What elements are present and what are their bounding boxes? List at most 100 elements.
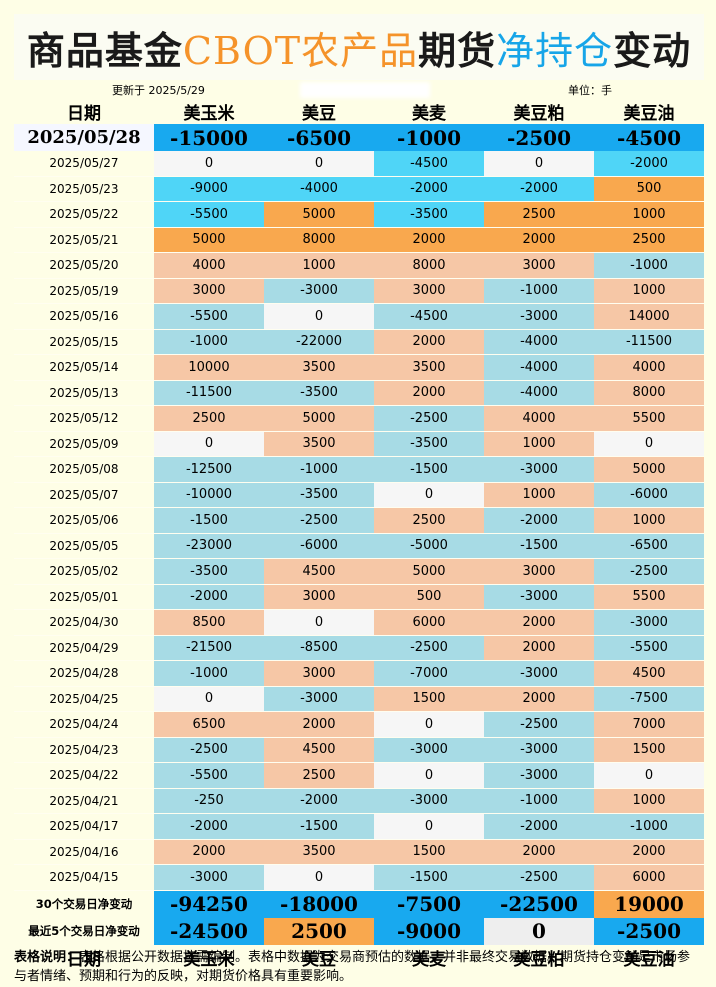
table-row: 2025/04/22 -5500 2500 0 -3000 0 bbox=[14, 762, 704, 789]
row-value: 10000 bbox=[154, 354, 264, 381]
row-value: -1500 bbox=[264, 813, 374, 840]
table-row: 2025/05/15 -1000 -22000 2000 -4000 -11500 bbox=[14, 329, 704, 355]
row-date: 2025/04/24 bbox=[14, 711, 154, 738]
row-value: -3000 bbox=[594, 609, 704, 636]
row-value: 500 bbox=[594, 176, 704, 202]
row-value: -2000 bbox=[484, 813, 594, 840]
row-value: 14000 bbox=[594, 303, 704, 330]
row-value: -4000 bbox=[264, 176, 374, 202]
row-value: 8000 bbox=[264, 227, 374, 253]
row-value: -2000 bbox=[374, 176, 484, 202]
row-value: 2500 bbox=[594, 227, 704, 253]
row-date: 2025/05/13 bbox=[14, 380, 154, 406]
table-row: 2025/05/14 10000 3500 3500 -4000 4000 bbox=[14, 354, 704, 381]
row-date: 2025/04/30 bbox=[14, 609, 154, 636]
row-value: 0 bbox=[154, 686, 264, 712]
table-row: 2025/05/19 3000 -3000 3000 -1000 1000 bbox=[14, 278, 704, 304]
row-value: 0 bbox=[264, 864, 374, 891]
row-value: 4500 bbox=[264, 737, 374, 763]
row-value: 1000 bbox=[264, 252, 374, 279]
row-value: 500 bbox=[374, 584, 484, 610]
row-value: 1000 bbox=[594, 788, 704, 814]
row-value: -6000 bbox=[594, 482, 704, 508]
row-value: 2000 bbox=[594, 839, 704, 865]
summary-value: -7500 bbox=[374, 890, 484, 918]
row-date: 2025/05/08 bbox=[14, 456, 154, 483]
row-value: -1500 bbox=[484, 533, 594, 559]
row-value: -9000 bbox=[154, 176, 264, 202]
note-text: 表格根据公开数据按需编制。表格中数据为交易商预估的数据，并非最终交易数据。期货持… bbox=[14, 950, 691, 984]
row-value: 0 bbox=[374, 711, 484, 738]
row-value: -5500 bbox=[154, 303, 264, 330]
row-value: -3000 bbox=[374, 737, 484, 763]
row-value: 2000 bbox=[374, 380, 484, 406]
summary-value: 0 bbox=[484, 917, 594, 945]
row-value: -2500 bbox=[264, 507, 374, 534]
row-date: 2025/04/22 bbox=[14, 762, 154, 789]
row-value: 1000 bbox=[594, 507, 704, 534]
footer-header-date: 日期 bbox=[67, 949, 101, 970]
row-value: -3500 bbox=[374, 431, 484, 457]
row-value: 3000 bbox=[484, 252, 594, 279]
row-value: 5000 bbox=[154, 227, 264, 253]
row-value: 1000 bbox=[594, 278, 704, 304]
row-date: 2025/05/19 bbox=[14, 278, 154, 304]
row-value: -1000 bbox=[484, 788, 594, 814]
row-value: 1000 bbox=[594, 201, 704, 228]
row-value: 0 bbox=[264, 303, 374, 330]
summary-label: 30个交易日净变动 bbox=[14, 890, 154, 918]
row-date: 2025/04/23 bbox=[14, 737, 154, 763]
row-date: 2025/05/14 bbox=[14, 354, 154, 381]
table-row: 2025/04/21 -250 -2000 -3000 -1000 1000 bbox=[14, 788, 704, 814]
row-value: -4000 bbox=[484, 380, 594, 406]
row-date: 2025/05/06 bbox=[14, 507, 154, 534]
row-value: 5000 bbox=[594, 456, 704, 483]
row-date: 2025/05/21 bbox=[14, 227, 154, 253]
row-value: 0 bbox=[264, 151, 374, 177]
row-value: -2000 bbox=[484, 507, 594, 534]
row-value: -2000 bbox=[154, 584, 264, 610]
row-value: 2000 bbox=[484, 686, 594, 712]
row-value: 3000 bbox=[264, 584, 374, 610]
row-value: -6500 bbox=[594, 533, 704, 559]
table-row: 2025/05/13 -11500 -3500 2000 -4000 8000 bbox=[14, 380, 704, 406]
row-value: 6500 bbox=[154, 711, 264, 738]
row-value: 1000 bbox=[484, 431, 594, 457]
table-row: 2025/04/16 2000 3500 1500 2000 2000 bbox=[14, 839, 704, 865]
row-value: 2000 bbox=[154, 839, 264, 865]
title-part-4: 净持仓 bbox=[496, 28, 614, 73]
row-value: -21500 bbox=[154, 635, 264, 661]
row-value: 3000 bbox=[484, 558, 594, 585]
row-value: 0 bbox=[154, 151, 264, 177]
row-date: 2025/05/05 bbox=[14, 533, 154, 559]
row-date: 2025/04/29 bbox=[14, 635, 154, 661]
row-value: -1500 bbox=[154, 507, 264, 534]
row-value: -4000 bbox=[484, 329, 594, 355]
table-row: 2025/05/01 -2000 3000 500 -3000 5500 bbox=[14, 584, 704, 610]
row-date: 2025/05/15 bbox=[14, 329, 154, 355]
row-value: -3500 bbox=[374, 201, 484, 228]
row-value: 2000 bbox=[484, 635, 594, 661]
row-value: -1500 bbox=[374, 864, 484, 891]
row-value: -4500 bbox=[374, 303, 484, 330]
row-value: -3000 bbox=[374, 788, 484, 814]
row-value: -3500 bbox=[264, 380, 374, 406]
row-value: 2500 bbox=[484, 201, 594, 228]
row-value: 1500 bbox=[594, 737, 704, 763]
footer-header-c3: 美麦 bbox=[412, 949, 446, 970]
row-value: -10000 bbox=[154, 482, 264, 508]
page-title: 商品基金 CBOT农产品 期货 净持仓 变动 bbox=[14, 14, 704, 80]
row-value: -1000 bbox=[154, 660, 264, 687]
table-row: 2025/05/05 -23000 -6000 -5000 -1500 -6500 bbox=[14, 533, 704, 559]
summary-value: -9000 bbox=[374, 917, 484, 945]
header-row: 日期 美玉米 美豆 美麦 美豆粕 美豆油 bbox=[14, 98, 704, 124]
table-row: 2025/05/06 -1500 -2500 2500 -2000 1000 bbox=[14, 507, 704, 534]
table-row: 2025/05/09 0 3500 -3500 1000 0 bbox=[14, 431, 704, 457]
row-date: 2025/04/21 bbox=[14, 788, 154, 814]
row-value: 3500 bbox=[374, 354, 484, 381]
row-date: 2025/04/28 bbox=[14, 660, 154, 687]
row-value: -3500 bbox=[154, 558, 264, 585]
footer-header-c1: 美玉米 bbox=[183, 949, 235, 970]
row-value: 3000 bbox=[154, 278, 264, 304]
header-wheat: 美麦 bbox=[412, 103, 446, 124]
